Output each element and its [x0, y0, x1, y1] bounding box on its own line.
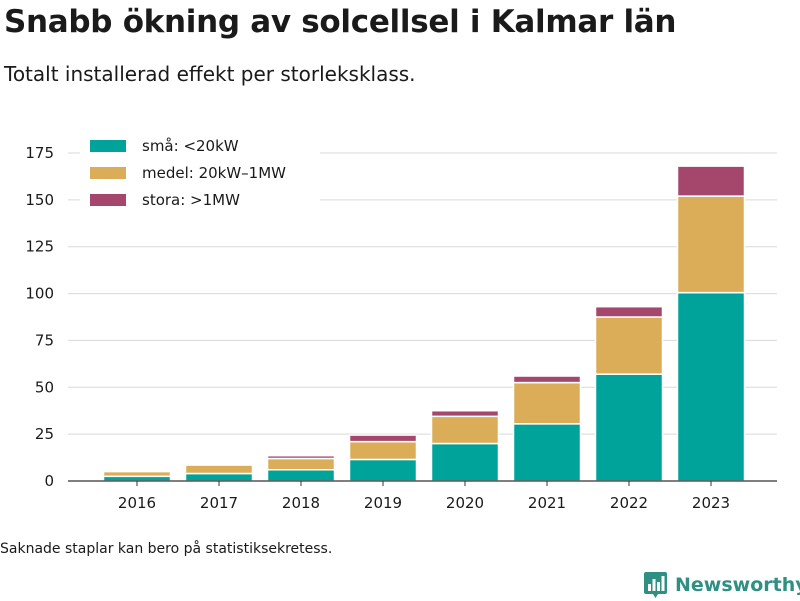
bar-2017-series-2	[184, 464, 254, 475]
bar-2022-series-1	[594, 373, 664, 482]
brand-name: Newsworthy	[675, 574, 800, 596]
bar-2019-series-1	[348, 458, 418, 482]
bar-2017-series-1	[184, 472, 254, 482]
y-tick-label: 50	[35, 378, 54, 396]
brand-logo[interactable]: Newsworthy	[643, 569, 800, 601]
y-tick-label: 150	[25, 191, 54, 209]
x-tick-label: 2021	[528, 494, 566, 512]
bar-2020-series-1	[430, 442, 500, 482]
chart-title: Snabb ökning av solcellsel i Kalmar län	[4, 4, 677, 40]
legend-swatch	[90, 194, 126, 206]
bar-2018-series-3	[266, 454, 336, 460]
chart-subtitle: Totalt installerad effekt per storlekskl…	[4, 62, 416, 86]
x-tick-label: 2016	[118, 494, 156, 512]
y-tick-label: 100	[25, 285, 54, 303]
bar-2023-series-2	[676, 195, 746, 294]
legend-label: stora: >1MW	[142, 191, 240, 209]
bar-chart-logo-icon	[644, 572, 667, 598]
legend-swatch	[90, 140, 126, 152]
bar-2023-series-3	[676, 165, 746, 197]
bar-2018-series-1	[266, 469, 336, 482]
legend-label: medel: 20kW–1MW	[142, 164, 286, 182]
bar-2020-series-2	[430, 415, 500, 445]
y-tick-label: 25	[35, 425, 54, 443]
x-tick-label: 2019	[364, 494, 402, 512]
bar-2016-series-2	[102, 470, 172, 478]
bar-2018-series-2	[266, 457, 336, 471]
legend-label: små: <20kW	[142, 137, 239, 155]
x-tick-label: 2018	[282, 494, 320, 512]
y-tick-label: 0	[44, 472, 54, 490]
axes: 0 25 50 75 100 125 150 175 2016 2017 2018 2019 2020 2…	[25, 144, 777, 512]
legend: små: <20kW medel: 20kW–1MW stora: >1MW	[80, 130, 320, 214]
x-tick-label: 2017	[200, 494, 238, 512]
y-tick-label: 75	[35, 331, 54, 349]
x-tick-label: 2022	[610, 494, 648, 512]
bar-2021-series-2	[512, 381, 582, 425]
stacked-bar-chart: 0 25 50 75 100 125 150 175 2016 2017 2018 2019 2020 2…	[25, 130, 777, 512]
bar-2019-series-3	[348, 434, 418, 443]
bars	[102, 165, 746, 482]
bar-2020-series-3	[430, 409, 500, 418]
bar-2022-series-2	[594, 316, 664, 375]
footnote: Saknade staplar kan bero på statistiksek…	[0, 541, 333, 557]
legend-swatch	[90, 167, 126, 179]
x-tick-label: 2023	[692, 494, 730, 512]
y-tick-label: 175	[25, 144, 54, 162]
bar-2019-series-2	[348, 440, 418, 461]
bar-2021-series-1	[512, 423, 582, 482]
y-tick-label: 125	[25, 238, 54, 256]
bar-2022-series-3	[594, 305, 664, 318]
bar-2023-series-1	[676, 291, 746, 482]
x-tick-label: 2020	[446, 494, 484, 512]
bar-2021-series-3	[512, 375, 582, 384]
